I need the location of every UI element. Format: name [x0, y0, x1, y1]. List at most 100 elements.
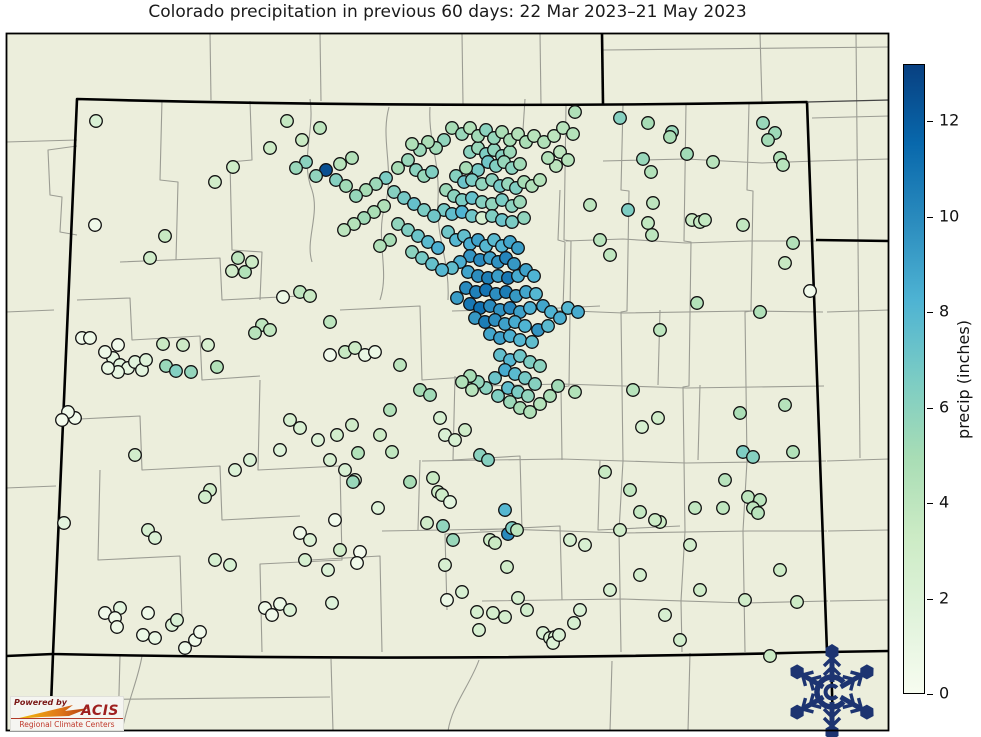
station-dot	[593, 233, 607, 247]
station-dot	[641, 216, 655, 230]
station-dot	[641, 116, 655, 130]
station-dot	[426, 471, 440, 485]
station-dot	[337, 223, 351, 237]
station-dot	[208, 175, 222, 189]
station-dot	[373, 239, 387, 253]
station-dot	[498, 503, 512, 517]
station-dot	[349, 189, 363, 203]
station-dot	[423, 388, 437, 402]
station-dot	[210, 360, 224, 374]
station-dot	[458, 423, 472, 437]
station-dot	[273, 443, 287, 457]
station-dot	[556, 121, 570, 135]
station-dot	[169, 364, 183, 378]
station-dot	[433, 411, 447, 425]
station-dot	[517, 211, 531, 225]
station-dot	[455, 585, 469, 599]
station-dot	[148, 531, 162, 545]
station-dot	[563, 533, 577, 547]
station-dot	[520, 603, 534, 617]
station-dot	[263, 141, 277, 155]
station-dot	[420, 516, 434, 530]
station-dot	[603, 583, 617, 597]
station-dot	[425, 165, 439, 179]
station-dot	[438, 558, 452, 572]
station-dot	[445, 121, 459, 135]
station-dot	[541, 151, 555, 165]
station-dot	[763, 649, 777, 663]
station-dot	[486, 606, 500, 620]
acis-logo: Powered by ACIS Regional Climate Centers	[10, 696, 124, 731]
station-dot	[371, 501, 385, 515]
station-dot	[323, 348, 337, 362]
station-dot	[201, 338, 215, 352]
station-dot	[351, 446, 365, 460]
station-dot	[450, 291, 464, 305]
station-dot	[510, 523, 524, 537]
station-dot	[98, 345, 112, 359]
station-dot	[733, 406, 747, 420]
station-dot	[111, 338, 125, 352]
station-dot	[170, 613, 184, 627]
station-dot	[648, 513, 662, 527]
station-dot	[658, 608, 672, 622]
station-dot	[403, 475, 417, 489]
acis-subtitle: Regional Climate Centers	[11, 718, 123, 729]
station-dot	[786, 236, 800, 250]
station-dot	[511, 591, 525, 605]
station-dot	[346, 475, 360, 489]
station-dot	[391, 217, 405, 231]
station-dot	[488, 371, 502, 385]
station-dot	[518, 319, 532, 333]
station-dot	[680, 147, 694, 161]
station-dot	[683, 538, 697, 552]
station-dot	[578, 538, 592, 552]
station-dot	[178, 641, 192, 655]
station-dot	[598, 465, 612, 479]
station-dot	[621, 203, 635, 217]
station-dot	[299, 155, 313, 169]
station-dot	[527, 129, 541, 143]
station-dot	[359, 183, 373, 197]
station-dot	[573, 603, 587, 617]
station-dot	[718, 473, 732, 487]
station-dot	[357, 211, 371, 225]
station-dot	[136, 628, 150, 642]
station-dot	[348, 341, 362, 355]
station-dot	[566, 127, 580, 141]
acis-powered-by: Powered by	[14, 698, 67, 707]
station-dot	[635, 420, 649, 434]
station-dot	[417, 203, 431, 217]
station-dot	[263, 323, 277, 337]
station-dot	[507, 257, 521, 271]
station-dot	[367, 205, 381, 219]
station-dot	[280, 114, 294, 128]
station-dot	[411, 229, 425, 243]
station-dot	[313, 121, 327, 135]
station-dot	[57, 516, 71, 530]
station-dot	[436, 519, 450, 533]
station-dot	[110, 620, 124, 634]
station-dot	[528, 377, 542, 391]
station-dot	[513, 333, 527, 347]
station-dot	[427, 209, 441, 223]
station-dot	[415, 251, 429, 265]
station-dot	[613, 523, 627, 537]
station-dot	[289, 161, 303, 175]
station-dot	[383, 233, 397, 247]
station-dot	[339, 179, 353, 193]
station-dot	[243, 453, 257, 467]
station-dot	[431, 241, 445, 255]
acis-name: ACIS	[81, 703, 119, 719]
station-dot	[88, 218, 102, 232]
station-dot	[751, 506, 765, 520]
station-dot	[613, 111, 627, 125]
station-dot	[283, 603, 297, 617]
snowflake-logo-icon	[790, 644, 874, 737]
acis-swoosh-icon	[15, 705, 89, 719]
station-dot	[736, 218, 750, 232]
station-dot	[309, 169, 323, 183]
station-dot	[523, 301, 537, 315]
